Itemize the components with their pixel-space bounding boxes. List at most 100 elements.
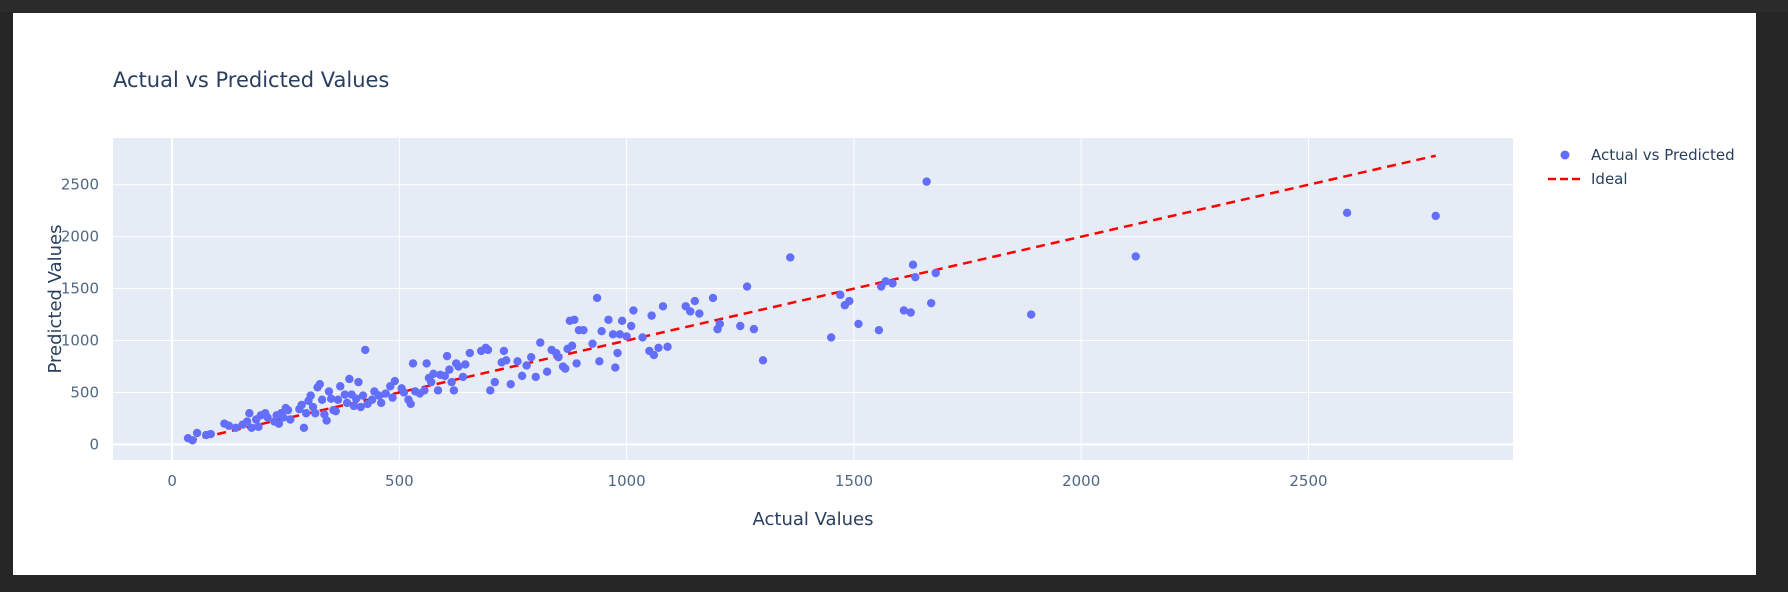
data-point[interactable]: [908, 260, 918, 269]
data-point[interactable]: [254, 422, 263, 431]
data-point[interactable]: [654, 343, 663, 353]
data-point[interactable]: [458, 372, 468, 382]
data-point[interactable]: [433, 386, 443, 395]
data-point[interactable]: [286, 415, 295, 424]
data-point[interactable]: [611, 363, 620, 372]
data-point[interactable]: [231, 423, 240, 432]
data-point[interactable]: [531, 372, 540, 382]
data-point[interactable]: [622, 332, 631, 341]
data-point[interactable]: [388, 393, 397, 402]
data-point[interactable]: [306, 391, 315, 400]
data-point[interactable]: [445, 365, 454, 374]
data-point[interactable]: [926, 298, 936, 308]
data-point[interactable]: [554, 352, 563, 362]
data-point[interactable]: [758, 356, 768, 365]
data-point[interactable]: [542, 367, 552, 376]
data-point[interactable]: [686, 307, 695, 316]
data-point[interactable]: [331, 406, 340, 416]
data-point[interactable]: [408, 359, 418, 368]
data-point[interactable]: [263, 413, 272, 422]
data-point[interactable]: [663, 342, 672, 351]
data-point[interactable]: [336, 382, 345, 391]
data-point[interactable]: [299, 423, 309, 432]
data-point[interactable]: [931, 268, 940, 278]
data-point[interactable]: [358, 391, 368, 400]
data-point[interactable]: [490, 377, 500, 387]
data-point[interactable]: [561, 364, 570, 373]
data-point[interactable]: [399, 388, 409, 397]
data-point[interactable]: [188, 436, 197, 445]
data-point[interactable]: [499, 346, 509, 356]
data-point[interactable]: [345, 374, 354, 384]
data-point[interactable]: [572, 359, 581, 368]
legend-item-ideal[interactable]: Ideal: [1548, 170, 1628, 188]
data-point[interactable]: [592, 293, 602, 303]
data-point[interactable]: [922, 177, 931, 186]
data-point[interactable]: [333, 395, 343, 404]
data-point[interactable]: [708, 293, 718, 303]
data-point[interactable]: [649, 350, 659, 360]
data-point[interactable]: [526, 352, 536, 362]
data-point[interactable]: [297, 400, 306, 410]
data-point[interactable]: [658, 302, 668, 311]
data-point[interactable]: [899, 306, 909, 315]
data-point[interactable]: [206, 429, 215, 439]
data-point[interactable]: [690, 296, 700, 306]
data-point[interactable]: [317, 395, 327, 404]
data-point[interactable]: [315, 379, 325, 389]
data-point[interactable]: [845, 296, 854, 306]
data-point[interactable]: [351, 394, 361, 403]
data-point[interactable]: [888, 279, 897, 288]
data-point[interactable]: [874, 325, 884, 335]
data-point[interactable]: [390, 376, 400, 386]
data-point[interactable]: [749, 324, 759, 334]
data-point[interactable]: [506, 379, 515, 389]
data-point[interactable]: [342, 398, 352, 408]
data-point[interactable]: [426, 377, 436, 387]
data-point[interactable]: [608, 330, 618, 339]
data-point[interactable]: [854, 319, 863, 329]
data-point[interactable]: [695, 309, 704, 318]
data-point[interactable]: [567, 341, 577, 350]
data-point[interactable]: [570, 315, 579, 324]
data-point[interactable]: [588, 339, 597, 348]
data-point[interactable]: [742, 282, 752, 291]
data-point[interactable]: [224, 421, 234, 430]
data-point[interactable]: [442, 351, 452, 361]
data-point[interactable]: [595, 357, 604, 366]
data-point[interactable]: [1026, 310, 1036, 319]
data-point[interactable]: [311, 409, 320, 418]
data-point[interactable]: [911, 272, 920, 282]
data-point[interactable]: [420, 386, 429, 395]
data-point[interactable]: [1431, 211, 1440, 221]
data-point[interactable]: [461, 360, 470, 369]
data-point[interactable]: [449, 386, 459, 395]
data-point[interactable]: [376, 398, 386, 408]
data-point[interactable]: [486, 386, 495, 395]
data-point[interactable]: [279, 413, 288, 422]
data-point[interactable]: [245, 409, 254, 418]
data-point[interactable]: [349, 401, 359, 411]
data-point[interactable]: [301, 409, 311, 418]
data-point[interactable]: [626, 321, 636, 331]
data-point[interactable]: [615, 330, 625, 339]
data-point[interactable]: [356, 402, 365, 412]
data-point[interactable]: [242, 417, 252, 426]
legend-item-points[interactable]: Actual vs Predicted: [1560, 146, 1735, 164]
data-point[interactable]: [326, 394, 336, 403]
data-point[interactable]: [465, 348, 475, 358]
data-point[interactable]: [1342, 208, 1352, 217]
data-point[interactable]: [274, 419, 284, 428]
scatter-chart[interactable]: 0 500 1000 1500 2000 2500 0 500 1000 1500 2000 250…: [13, 13, 1756, 575]
data-point[interactable]: [579, 325, 588, 335]
data-point[interactable]: [247, 423, 256, 432]
data-point[interactable]: [906, 308, 915, 317]
data-point[interactable]: [522, 361, 531, 370]
data-point[interactable]: [322, 416, 331, 425]
data-point[interactable]: [629, 306, 638, 315]
data-point[interactable]: [324, 387, 334, 396]
data-point[interactable]: [454, 362, 463, 371]
data-point[interactable]: [406, 399, 415, 409]
data-point[interactable]: [483, 345, 493, 355]
data-point[interactable]: [447, 377, 456, 387]
